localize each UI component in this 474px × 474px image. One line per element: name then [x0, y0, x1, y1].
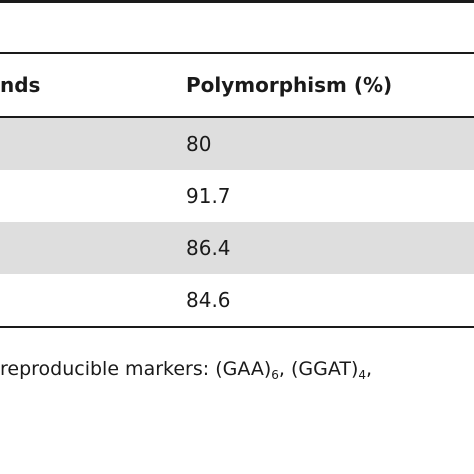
table-top-rule [0, 0, 474, 3]
table-row: 80 [0, 118, 474, 170]
footnote-tail: , [366, 358, 373, 380]
table-footnote: reproducible markers: (GAA)6, (GGAT)4, [0, 357, 372, 381]
footnote-subscript-2: 4 [358, 368, 367, 382]
footnote-separator: , (GGAT) [278, 358, 359, 380]
header-bands: nds [0, 73, 41, 97]
table-row: 84.6 [0, 274, 474, 326]
header-polymorphism: Polymorphism (%) [186, 73, 393, 97]
table-header-rule-top [0, 52, 474, 54]
table-row: 86.4 [0, 222, 474, 274]
footnote-text: reproducible markers: (GAA) [0, 358, 272, 380]
table-row: 91.7 [0, 170, 474, 222]
polymorphism-cell: 91.7 [186, 184, 231, 208]
polymorphism-cell: 86.4 [186, 236, 231, 260]
table-bottom-rule [0, 326, 474, 328]
footnote-subscript-1: 6 [271, 368, 279, 382]
polymorphism-cell: 84.6 [186, 288, 231, 312]
polymorphism-cell: 80 [186, 132, 212, 156]
table-header-rule-bottom [0, 116, 474, 118]
table-header-row: nds Polymorphism (%) [0, 54, 474, 116]
